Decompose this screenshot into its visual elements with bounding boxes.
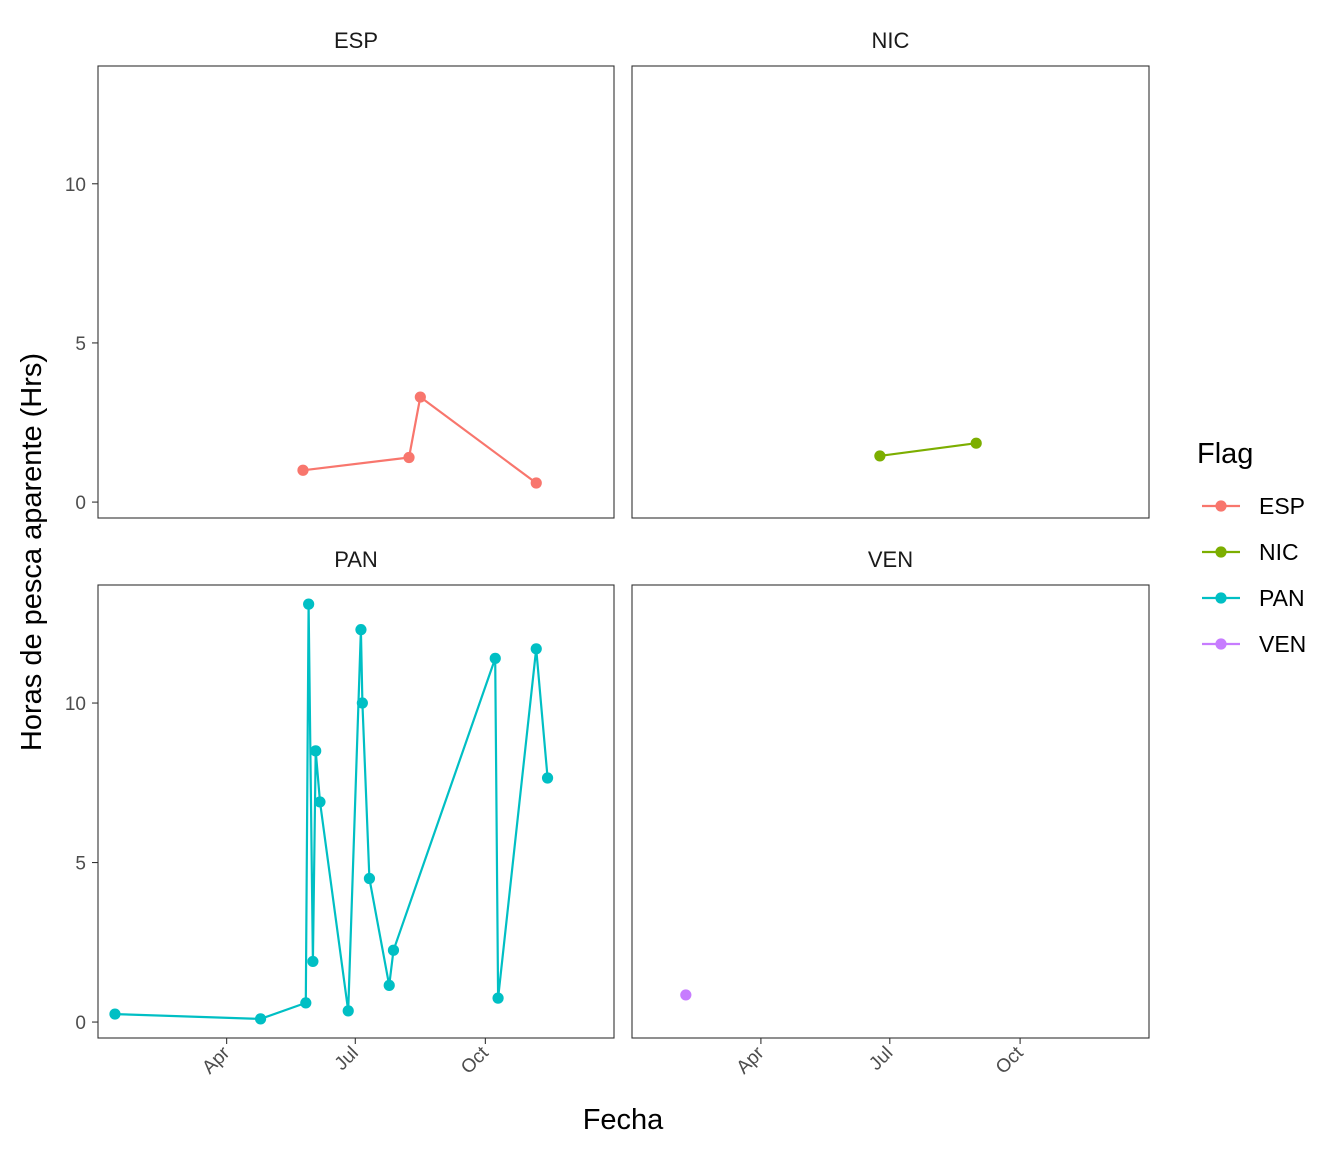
- x-tick-label: Apr: [733, 1042, 769, 1078]
- legend-label: NIC: [1259, 539, 1299, 565]
- facet-strip-label: NIC: [872, 28, 910, 53]
- series-line-esp: [302, 395, 537, 484]
- panel-border: [97, 584, 615, 1039]
- legend-label: VEN: [1259, 631, 1306, 657]
- data-point: [403, 451, 415, 464]
- data-point: [307, 955, 319, 968]
- y-tick-label: 0: [75, 1013, 86, 1034]
- legend-items: ESP NIC PAN VEN: [1202, 493, 1306, 657]
- facet-panel-esp: ESP 0 5 10: [65, 28, 615, 519]
- facet-panel-ven: VEN Apr Jul Oct: [631, 547, 1150, 1078]
- legend-item-pan: PAN: [1202, 585, 1305, 611]
- legend-item-ven: VEN: [1202, 631, 1306, 657]
- data-point: [254, 1013, 267, 1025]
- data-point: [303, 598, 315, 610]
- data-point: [530, 477, 542, 489]
- facet-panel-nic: NIC: [631, 28, 1150, 519]
- data-point: [970, 437, 982, 449]
- data-point: [489, 652, 501, 664]
- legend-title: Flag: [1197, 438, 1253, 470]
- legend-item-esp: ESP: [1202, 493, 1305, 519]
- data-point: [314, 796, 326, 808]
- data-point: [680, 989, 692, 1001]
- panel-border: [97, 65, 615, 519]
- y-tick-label: 0: [75, 493, 86, 514]
- data-point: [355, 624, 367, 636]
- legend-key-point: [1215, 500, 1227, 512]
- legend: Flag ESP NIC PAN VEN: [1197, 438, 1306, 657]
- data-point: [414, 391, 426, 403]
- x-tick-label: Oct: [457, 1042, 493, 1078]
- data-point: [492, 992, 504, 1004]
- legend-key-point: [1215, 546, 1227, 558]
- data-point: [874, 450, 886, 462]
- facet-strip-label: ESP: [334, 28, 378, 53]
- data-point: [383, 979, 395, 991]
- data-point: [342, 1005, 354, 1017]
- x-tick-label: Apr: [198, 1042, 234, 1078]
- facet-panels: ESP 0 5 10 NIC PAN 0 5 10 Apr Jul Oct VEN Apr Jul Oct: [65, 28, 1150, 1078]
- x-tick-label: Jul: [865, 1043, 897, 1075]
- series-line-nic: [879, 442, 977, 457]
- y-tick-label: 10: [65, 175, 86, 196]
- x-axis-title: Fecha: [583, 1104, 664, 1136]
- x-tick-label: Jul: [331, 1043, 363, 1075]
- x-tick-label: Oct: [992, 1042, 1028, 1078]
- legend-key-point: [1215, 592, 1227, 604]
- y-tick-label: 5: [75, 334, 86, 355]
- data-point: [300, 997, 312, 1009]
- y-tick-label: 5: [75, 854, 86, 875]
- facet-strip-label: PAN: [334, 547, 378, 572]
- legend-label: PAN: [1259, 585, 1305, 611]
- panel-border: [631, 65, 1150, 519]
- legend-key-point: [1215, 638, 1227, 650]
- facet-panel-pan: PAN 0 5 10 Apr Jul Oct: [65, 547, 615, 1078]
- data-point: [356, 697, 368, 709]
- data-point: [310, 745, 322, 757]
- data-point: [541, 772, 554, 784]
- panel-border: [631, 584, 1150, 1039]
- facet-strip-label: VEN: [868, 547, 913, 572]
- legend-label: ESP: [1259, 493, 1305, 519]
- legend-item-nic: NIC: [1202, 539, 1299, 565]
- data-point: [387, 944, 400, 956]
- data-point: [530, 643, 542, 655]
- y-axis-title: Horas de pesca aparente (Hrs): [16, 353, 48, 751]
- data-point: [363, 872, 376, 885]
- data-point: [109, 1008, 121, 1020]
- data-point: [297, 464, 309, 476]
- y-tick-label: 10: [65, 694, 86, 715]
